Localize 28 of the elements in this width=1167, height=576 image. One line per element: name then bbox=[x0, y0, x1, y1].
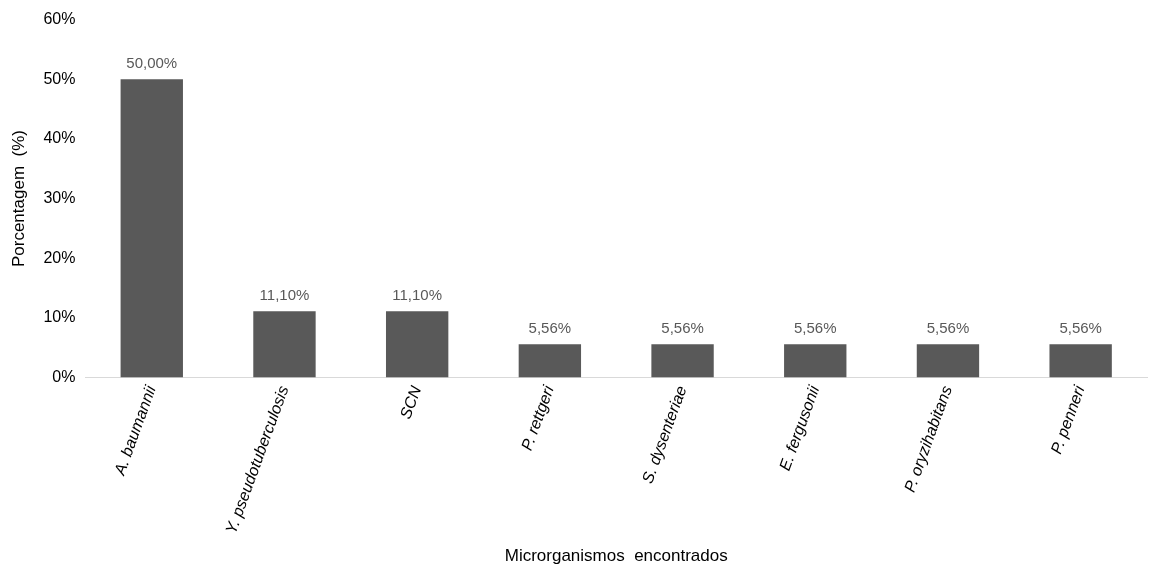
data-label: 5,56% bbox=[926, 318, 970, 336]
bar bbox=[784, 344, 847, 378]
x-tick-label: SCN bbox=[396, 383, 425, 422]
y-tick-label: 10% bbox=[43, 308, 76, 326]
y-axis-title: Porcentagem (%) bbox=[8, 130, 28, 268]
y-tick-label: 40% bbox=[43, 129, 76, 147]
bar bbox=[120, 79, 183, 378]
x-axis-title: Microrganismos encontrados bbox=[504, 546, 728, 566]
y-tick-label: 0% bbox=[52, 367, 76, 385]
bar bbox=[1049, 344, 1112, 378]
data-label: 5,56% bbox=[661, 318, 704, 336]
bar bbox=[518, 344, 582, 378]
y-tick-label: 50% bbox=[43, 69, 76, 87]
y-tick-label: 20% bbox=[43, 248, 76, 266]
data-label: 5,56% bbox=[793, 318, 837, 336]
x-tick-label: P. rettgeri bbox=[517, 383, 558, 453]
bar bbox=[253, 311, 316, 378]
bar bbox=[916, 344, 980, 378]
data-label: 5,56% bbox=[528, 318, 572, 336]
data-label: 11,10% bbox=[392, 285, 443, 303]
bar bbox=[651, 344, 714, 378]
x-tick-label: P. penneri bbox=[1047, 383, 1088, 456]
y-tick-label: 60% bbox=[43, 10, 76, 28]
data-label: 11,10% bbox=[259, 285, 310, 303]
data-label: 50,00% bbox=[126, 53, 178, 71]
y-tick-label: 30% bbox=[43, 188, 76, 206]
data-label: 5,56% bbox=[1059, 318, 1102, 336]
bar bbox=[385, 311, 449, 378]
